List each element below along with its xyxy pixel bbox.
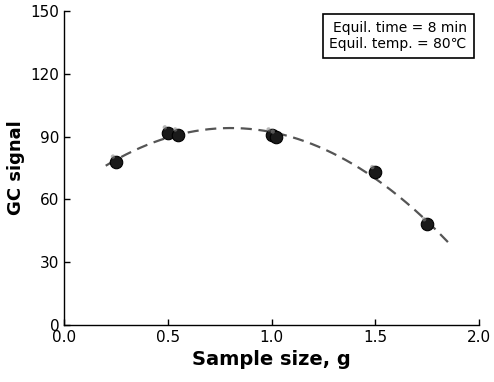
Point [268, 132, 276, 138]
Point [112, 159, 120, 165]
Point [369, 164, 376, 170]
X-axis label: Sample size, g: Sample size, g [192, 350, 351, 369]
Text: Equil. time = 8 min
Equil. temp. = 80℃: Equil. time = 8 min Equil. temp. = 80℃ [329, 21, 467, 51]
Point [423, 222, 431, 228]
Point [272, 134, 280, 140]
Point [420, 216, 428, 222]
Point [164, 129, 172, 136]
Point [161, 124, 169, 130]
Point [269, 128, 277, 134]
Point [174, 132, 182, 138]
Point [171, 126, 179, 133]
Point [371, 169, 379, 175]
Point [265, 126, 273, 133]
Y-axis label: GC signal: GC signal [7, 121, 25, 215]
Point [109, 154, 117, 160]
